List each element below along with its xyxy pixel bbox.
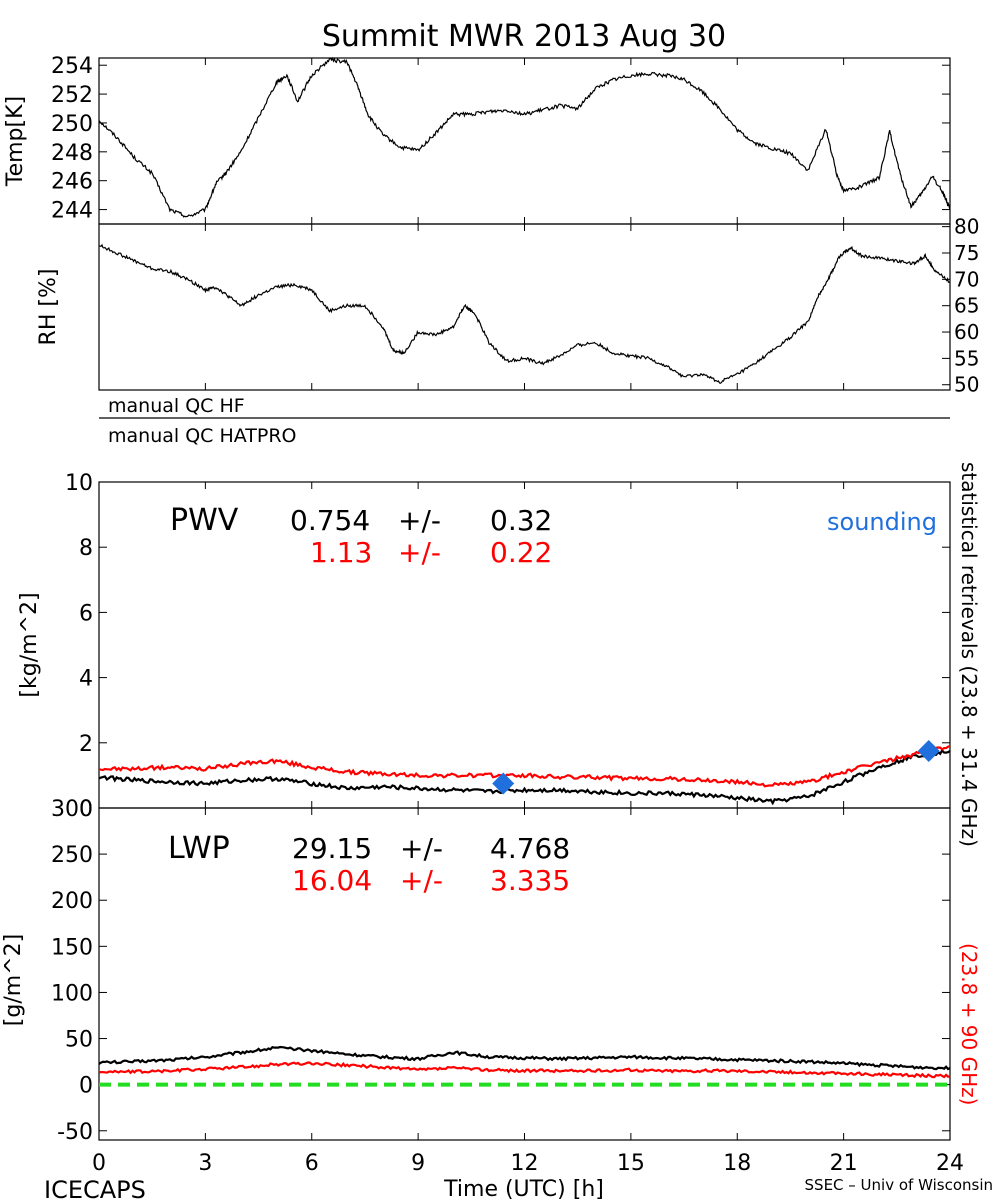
- pwv-stat-black-mean: 0.754: [290, 504, 370, 537]
- lwp-ytick-label: 50: [65, 1028, 93, 1053]
- lwp-ytick-label: 200: [51, 889, 93, 914]
- lwp-series-line: [98, 1061, 951, 1079]
- pwv-series-line: [98, 748, 951, 806]
- xtick-label: 6: [305, 1151, 319, 1176]
- pwv-stat-red-mean: 1.13: [310, 536, 372, 569]
- lwp-series-line: [98, 1045, 951, 1071]
- lwp-stat-black-pm: +/-: [400, 832, 443, 865]
- pwv-stat-red-sd: 0.22: [490, 536, 552, 569]
- x-axis-label: Time (UTC) [h]: [443, 1177, 604, 1200]
- rh-ylabel: RH [%]: [36, 269, 61, 346]
- xtick-label: 15: [617, 1151, 645, 1176]
- lwp-ytick-label: 300: [51, 797, 93, 822]
- lwp-stat-red-mean: 16.04: [292, 864, 372, 897]
- footer-left: ICECAPS: [44, 1176, 146, 1200]
- pwv-ylabel: [kg/m^2]: [17, 592, 42, 697]
- qc-hatpro-label: manual QC HATPRO: [108, 425, 297, 447]
- temp-ytick-label: 246: [51, 170, 93, 195]
- xtick-label: 12: [511, 1151, 539, 1176]
- pwv-label: PWV: [170, 503, 239, 538]
- temp-series-line: [98, 56, 951, 218]
- pwv-stat-black-sd: 0.32: [490, 504, 552, 537]
- xtick-label: 9: [411, 1151, 425, 1176]
- pwv-ytick-label: 10: [65, 471, 93, 496]
- temp-ytick-label: 244: [51, 199, 93, 224]
- lwp-ytick-label: 100: [51, 981, 93, 1006]
- xtick-label: 3: [198, 1151, 212, 1176]
- rh-ytick-label: 50: [954, 373, 979, 397]
- xtick-label: 24: [936, 1151, 964, 1176]
- statistical-retrievals-label: statistical retrievals (23.8 + 31.4 GHz): [957, 462, 981, 847]
- pwv-ytick-label: 8: [79, 536, 93, 561]
- rh-ytick-label: 70: [954, 267, 979, 291]
- temp-ytick-label: 248: [51, 141, 93, 166]
- temp-ytick-label: 250: [51, 112, 93, 137]
- xtick-label: 18: [723, 1151, 751, 1176]
- lwp-stat-red-pm: +/-: [400, 864, 443, 897]
- footer-right: SSEC – Univ of Wisconsin: [805, 1176, 993, 1194]
- rh-ytick-label: 80: [954, 215, 979, 239]
- pwv-ytick-label: 6: [79, 601, 93, 626]
- lwp-stat-red-sd: 3.335: [490, 864, 570, 897]
- chart-marks: 244246248250252254505560657075800246810-…: [51, 54, 979, 1176]
- temp-ytick-label: 252: [51, 83, 93, 108]
- lwp-ytick-label: 150: [51, 935, 93, 960]
- temp-ytick-label: 254: [51, 54, 93, 79]
- lwp-ytick-label: 0: [79, 1074, 93, 1099]
- rh-ytick-label: 75: [954, 241, 979, 265]
- lwp-stat-black-sd: 4.768: [490, 832, 570, 865]
- lwp-ylabel: [g/m^2]: [1, 934, 26, 1026]
- xtick-label: 0: [92, 1151, 106, 1176]
- pwv-stat-red-pm: +/-: [398, 536, 441, 569]
- rh-ytick-label: 55: [954, 346, 979, 370]
- red-retrieval-label: (23.8 + 90 GHz): [957, 943, 981, 1105]
- pwv-ytick-label: 2: [79, 732, 93, 757]
- rh-ytick-label: 60: [954, 320, 979, 344]
- rh-plot-frame: [98, 223, 951, 391]
- pwv-series-line: [98, 745, 951, 788]
- pwv-stat-black-pm: +/-: [398, 504, 441, 537]
- sounding-legend-label: sounding: [827, 508, 937, 536]
- lwp-stat-black-mean: 29.15: [292, 832, 372, 865]
- temp-plot-frame: [98, 57, 951, 225]
- rh-ytick-label: 65: [954, 294, 979, 318]
- sounding-marker: [492, 772, 515, 795]
- chart-title: Summit MWR 2013 Aug 30: [322, 19, 726, 54]
- pwv-ytick-label: 4: [79, 667, 93, 692]
- qc-hf-label: manual QC HF: [108, 395, 245, 417]
- pwv-ytick-label: 0: [79, 797, 93, 822]
- sounding-marker: [917, 739, 940, 762]
- temp-ylabel: Temp[K]: [3, 96, 28, 187]
- xtick-label: 21: [830, 1151, 858, 1176]
- lwp-ytick-label: -50: [57, 1120, 93, 1145]
- lwp-label: LWP: [168, 831, 230, 866]
- rh-series-line: [98, 243, 951, 384]
- lwp-ytick-label: 250: [51, 843, 93, 868]
